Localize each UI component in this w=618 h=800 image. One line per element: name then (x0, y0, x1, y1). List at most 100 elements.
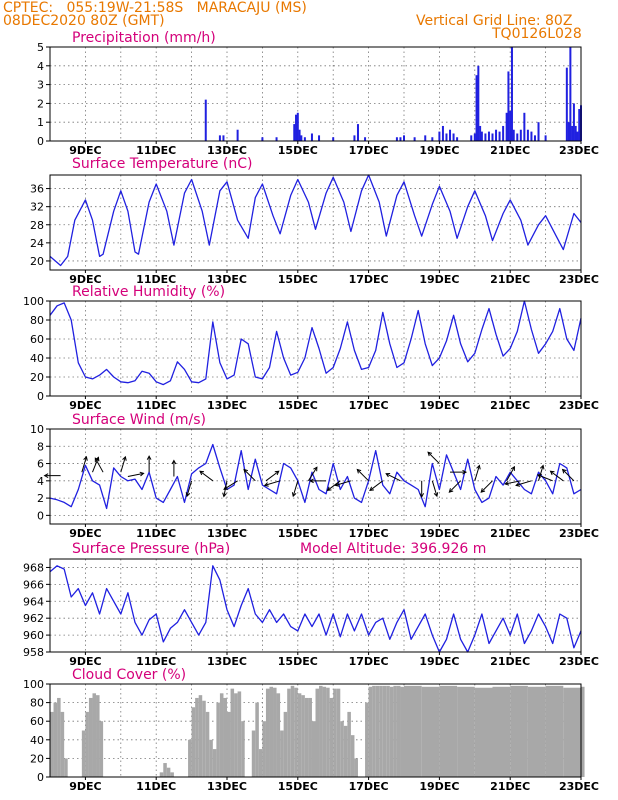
wind-arrow (506, 465, 515, 482)
temperature-date-label: 21DEC (490, 273, 530, 286)
cloud-date-label: 17DEC (349, 780, 389, 793)
humidity-frame (49, 300, 582, 397)
cloud-area-column (50, 711, 54, 777)
wind-arrow (549, 470, 564, 482)
wind-arrow (480, 480, 493, 493)
wind-arrow (448, 480, 461, 493)
cloud-area-column (92, 693, 97, 777)
precipitation-frame (49, 46, 582, 142)
temperature-date-label: 11DEC (136, 273, 176, 286)
precipitation-date-label: 17DEC (349, 144, 389, 157)
precipitation-bar (571, 125, 574, 141)
cloud-area-column (304, 697, 309, 777)
pressure-ytick-label: 960 (23, 629, 44, 642)
cloud-area-column (368, 686, 373, 777)
wind-arrow-shaft (243, 469, 256, 482)
wind-date-label: 13DEC (207, 527, 247, 540)
wind-date-label: 19DEC (419, 527, 459, 540)
wind-arrow (81, 455, 88, 473)
cloud-area-column (159, 772, 164, 777)
humidity-date-label: 13DEC (207, 399, 247, 412)
precipitation-bar (574, 125, 577, 141)
wind-arrow (561, 468, 575, 482)
wind-arrow-shaft (369, 480, 384, 491)
precipitation-ytick-label: 1 (37, 116, 44, 129)
precipitation-date-label: 21DEC (490, 144, 530, 157)
temperature-title: Surface Temperature (nC) (72, 156, 253, 172)
cloud-area-column (581, 686, 585, 777)
precipitation-bar (295, 114, 298, 141)
wind-arrow-head (94, 457, 99, 463)
cloud-area-column (347, 711, 351, 777)
cloud-area-column (202, 700, 206, 777)
header-run-date: 08DEC2020 80Z (GMT) (3, 13, 165, 29)
header-grid-line: Vertical Grid Line: 80Z (416, 13, 573, 29)
wind-arrow (515, 480, 532, 487)
humidity-ytick-label: 20 (30, 371, 44, 384)
cloud-area-column (290, 685, 295, 777)
cloud-area-column (563, 687, 581, 777)
wind-arrow (307, 466, 318, 482)
precipitation-bar (293, 124, 296, 141)
cloud-area-column (212, 749, 217, 777)
cloud-area-column (389, 686, 394, 777)
precipitation-bar (510, 47, 513, 141)
temperature-date-label: 15DEC (278, 273, 318, 286)
cloud-area-column (322, 686, 327, 777)
pressure-date-label: 13DEC (207, 655, 247, 668)
humidity-panel: Relative Humidity (%) 0 20 40 60 80 100 9DEC 11D… (23, 284, 599, 412)
precipitation-bar (364, 137, 367, 141)
humidity-date-label: 19DEC (419, 399, 459, 412)
precipitation-date-label: 13DEC (207, 144, 247, 157)
cloud-area-column (280, 730, 284, 777)
cloud-area-column (195, 697, 199, 777)
precipitation-date-label: 9DEC (69, 144, 101, 157)
precipitation-bar (395, 137, 398, 141)
temperature-series-line (49, 174, 582, 267)
wind-arrow-head (222, 492, 227, 498)
cloud-date-label: 19DEC (419, 780, 459, 793)
precipitation-bar (526, 129, 529, 141)
wind-arrow (369, 480, 384, 492)
cloud-area-column (283, 711, 288, 777)
wind-arrow (504, 480, 521, 486)
precipitation-date-label: 23DEC (559, 144, 599, 157)
wind-arrow (146, 455, 152, 473)
pressure-date-label: 23DEC (559, 655, 599, 668)
wind-arrow-shaft (431, 480, 438, 497)
precipitation-date-label: 19DEC (419, 144, 459, 157)
wind-date-label: 11DEC (136, 527, 176, 540)
wind-arrow-shaft (120, 456, 126, 473)
precipitation-bar (572, 103, 575, 141)
wind-arrow-head (561, 468, 567, 474)
precipitation-bar (507, 71, 510, 141)
cloud-area-column (227, 711, 231, 777)
precipitation-bar (502, 125, 505, 141)
cloud-area-column (457, 686, 475, 777)
precipitation-bar (332, 137, 335, 141)
cloud-area-column (308, 697, 312, 777)
precipitation-bar (523, 112, 526, 141)
temperature-date-label: 17DEC (349, 273, 389, 286)
wind-arrow-head (263, 482, 269, 487)
precipitation-bar (479, 125, 482, 141)
cloud-area-column (311, 721, 316, 777)
cloud-date-label: 13DEC (207, 780, 247, 793)
wind-arrow (474, 464, 481, 481)
cloud-area-column (527, 686, 546, 777)
humidity-date-label: 9DEC (69, 399, 101, 412)
cloud-area-column (333, 688, 337, 777)
wind-arrow (431, 480, 439, 498)
temperature-date-label: 13DEC (207, 273, 247, 286)
wind-arrow (263, 480, 281, 487)
cloud-area-column (276, 693, 281, 777)
temperature-frame (49, 174, 582, 271)
wind-arrow-head (334, 482, 340, 487)
cloud-area-column (421, 686, 440, 777)
cloud-area-column (386, 685, 390, 777)
precipitation-bar (438, 131, 441, 141)
wind-date-label: 23DEC (559, 527, 599, 540)
temperature-panel: Surface Temperature (nC) 20 24 28 32 36 9DEC 11… (30, 156, 599, 286)
wind-arrow-head (313, 466, 318, 472)
